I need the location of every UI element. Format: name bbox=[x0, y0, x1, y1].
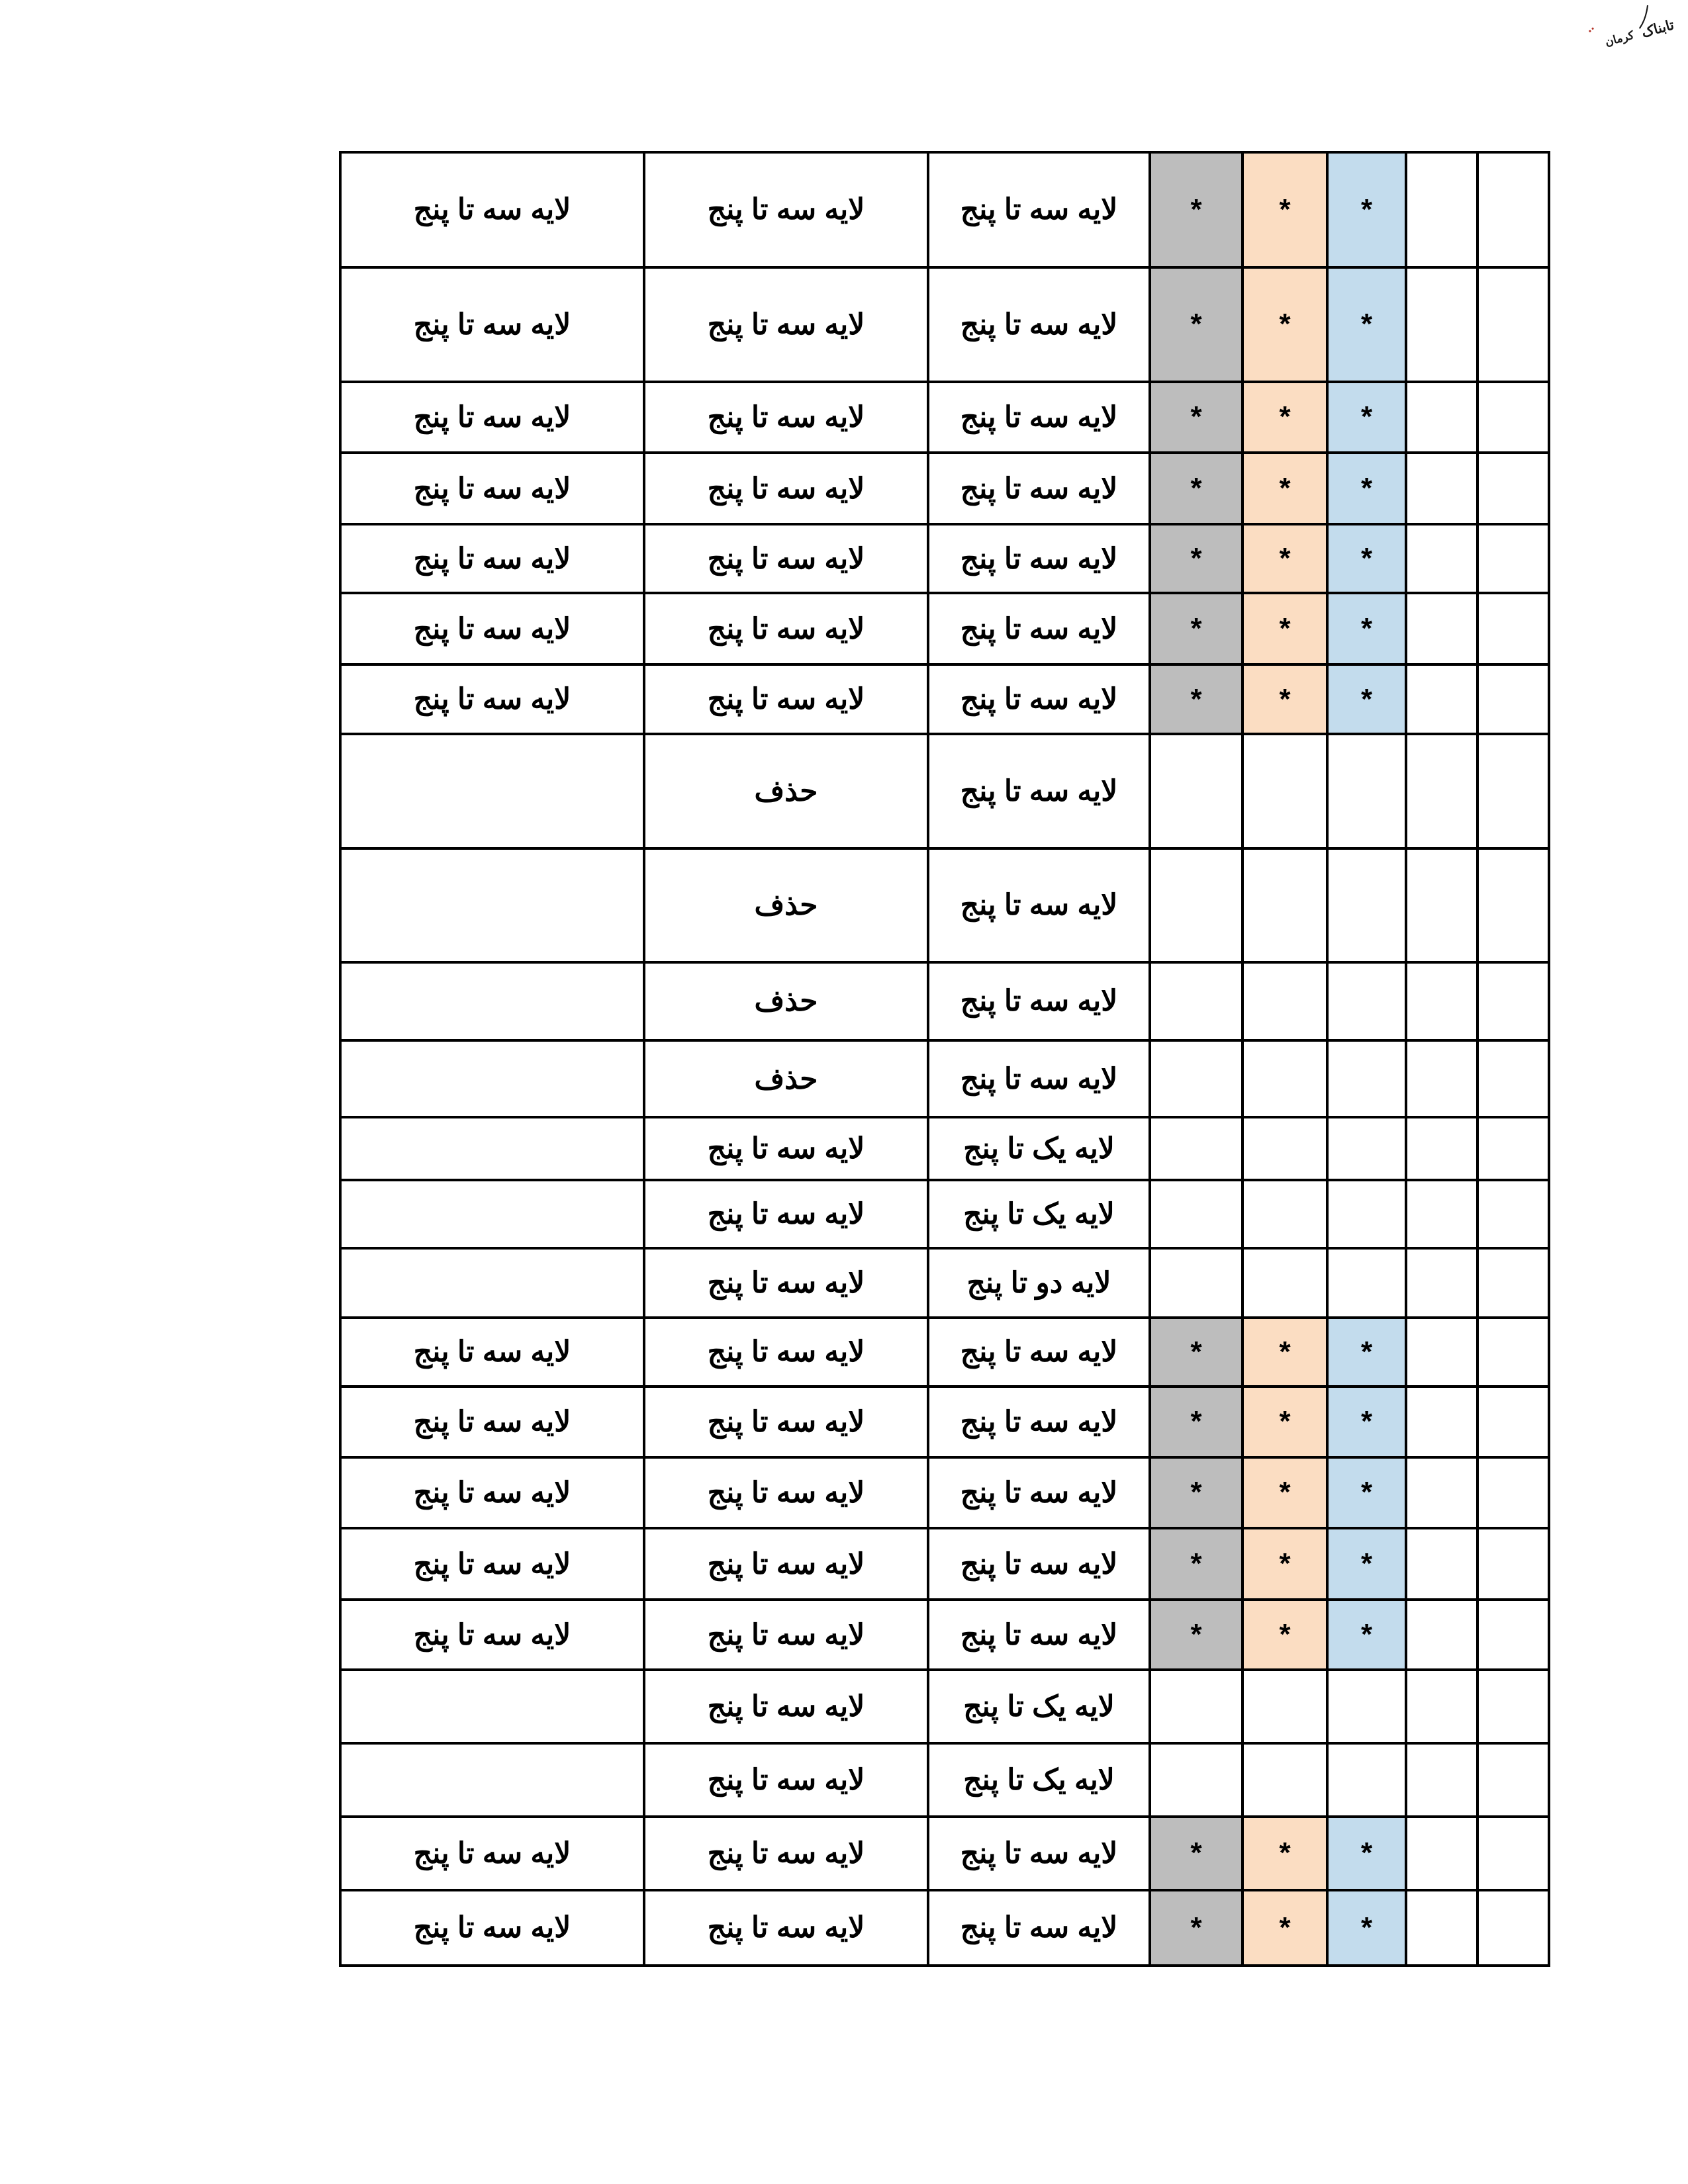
svg-text:کرمان: کرمان bbox=[1604, 28, 1636, 49]
svg-text:تابناک: تابناک bbox=[1640, 17, 1675, 40]
